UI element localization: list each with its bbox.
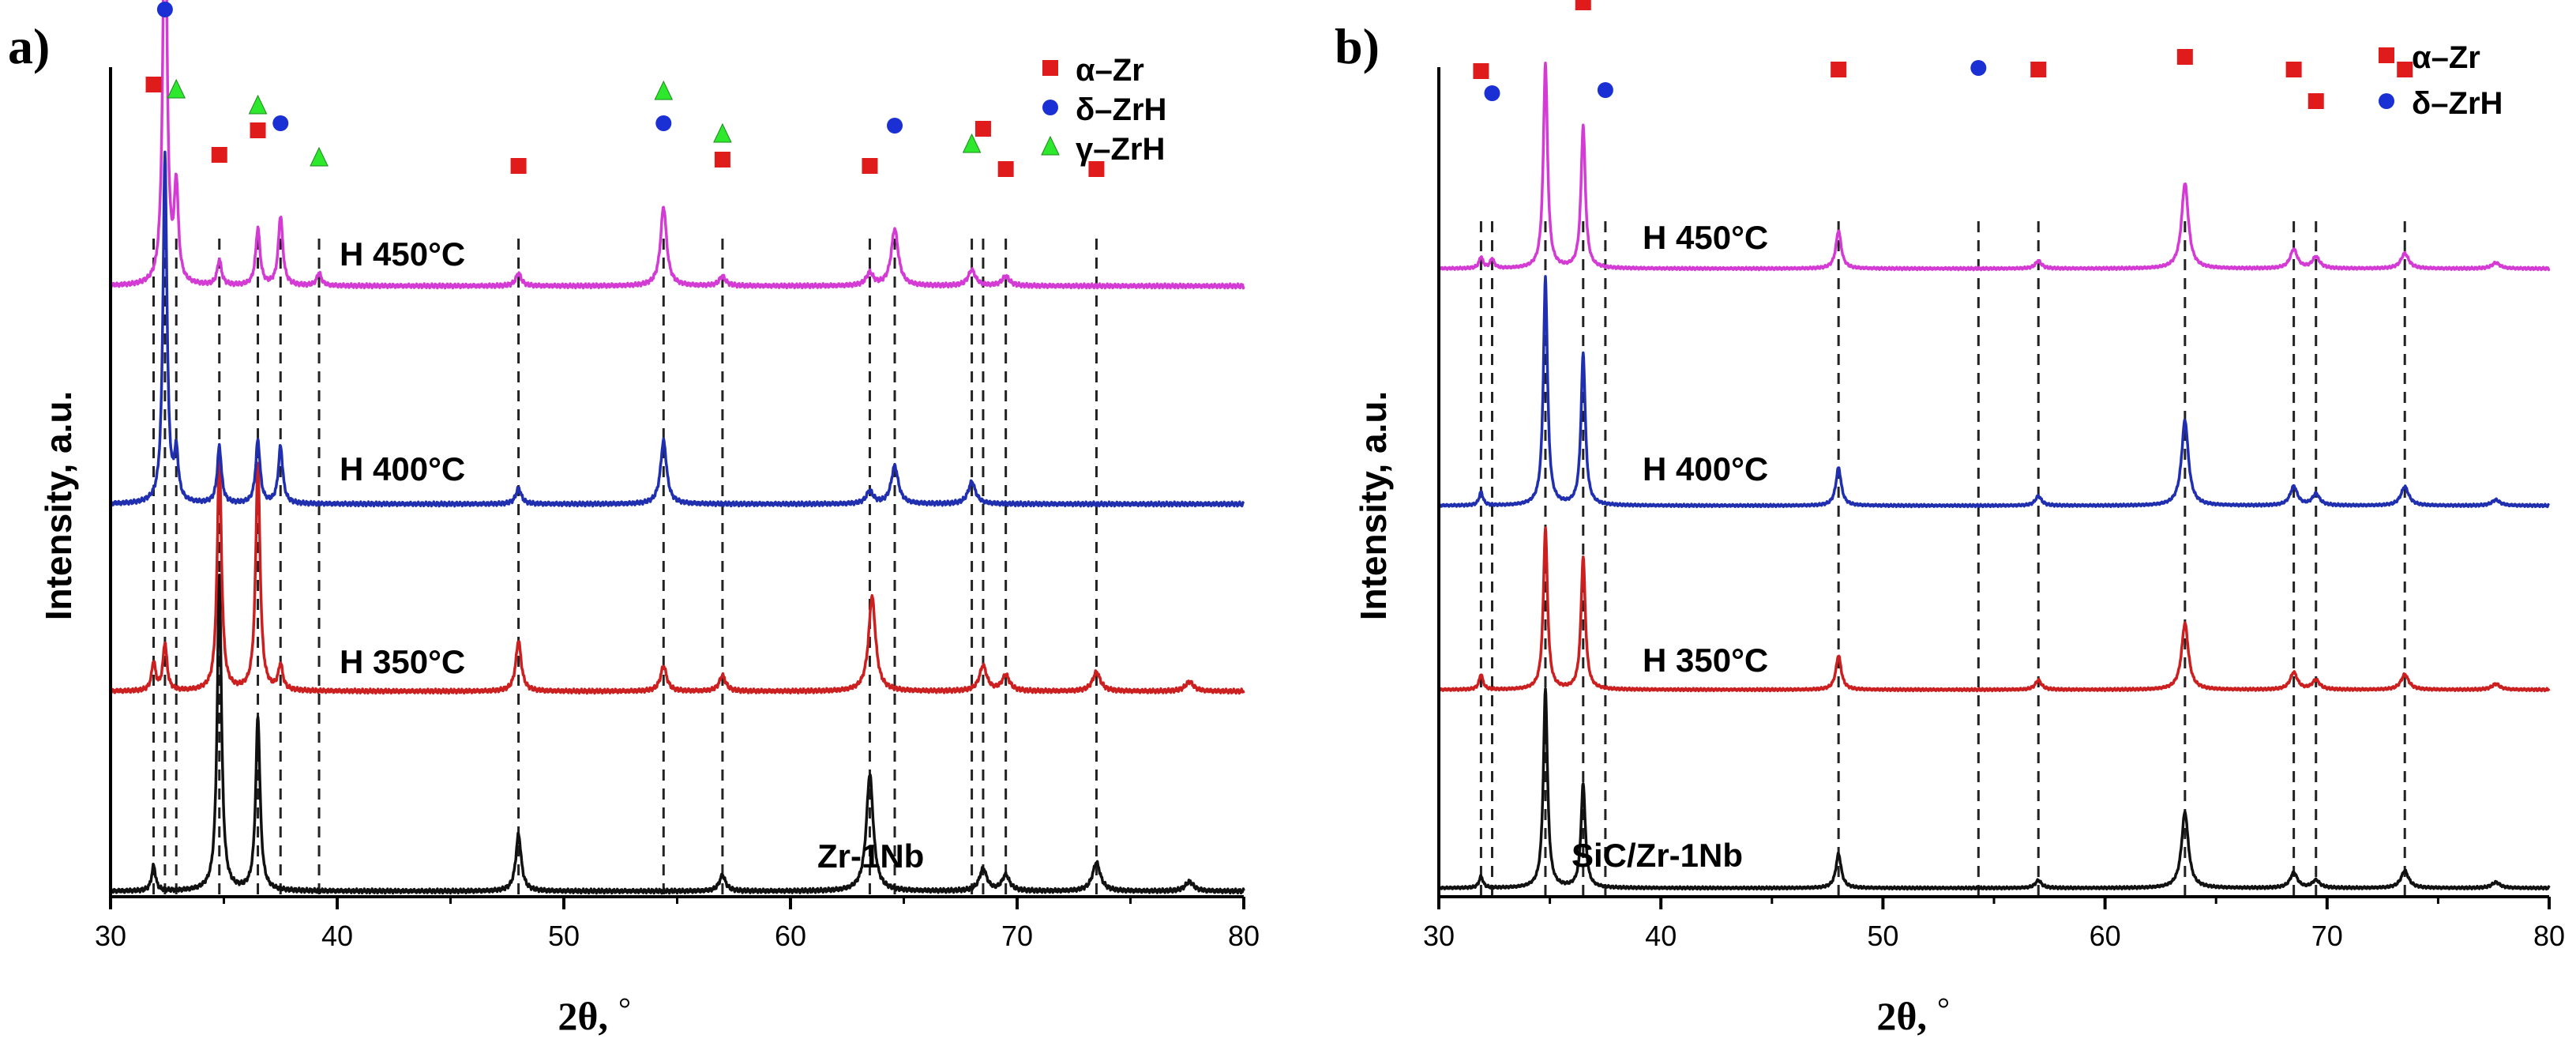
phase-marker-square [2397, 62, 2413, 77]
panel-b-curves [1437, 61, 2551, 891]
panel-a-label: a) [8, 18, 50, 74]
legend-marker-square [2379, 47, 2394, 63]
phase-marker-circle [156, 2, 173, 17]
panel-a-legend: α–Zr δ–ZrH γ–ZrH [1041, 53, 1166, 167]
phase-marker-square [1831, 62, 1847, 77]
phase-marker-square [714, 152, 730, 167]
legend-marker-triangle [1041, 135, 1060, 156]
phase-marker-square [211, 147, 227, 163]
panel-b-reference-lines [1479, 221, 2406, 897]
series-label: H 450°C [1643, 219, 1768, 256]
panel-a-phase-markers [145, 2, 1105, 177]
phase-marker-circle [1597, 82, 1613, 98]
phase-marker-square [2030, 62, 2047, 77]
series-h-350-c [1437, 526, 2551, 693]
panel-b-legend: α–Zr δ–ZrH [2379, 40, 2503, 121]
legend-marker-square [1042, 60, 1058, 76]
legend-marker-circle [1042, 100, 1058, 115]
panel-b-phase-markers [1473, 0, 2413, 109]
series-h-450-c [1437, 61, 2551, 272]
phase-marker-square [1088, 161, 1105, 177]
series-label: H 400°C [1643, 450, 1768, 487]
x-tick-label: 30 [95, 920, 126, 952]
series-label: H 350°C [340, 643, 465, 680]
panel-a-reference-lines [152, 239, 1098, 897]
x-tick-label: 70 [2311, 920, 2343, 952]
phase-marker-square [145, 77, 162, 92]
phase-marker-triangle [248, 94, 268, 115]
phase-marker-circle [887, 118, 903, 134]
phase-marker-square [2285, 62, 2302, 77]
x-tick-label: 70 [1001, 920, 1033, 952]
series-label: H 350°C [1643, 642, 1768, 679]
x-tick-label: 30 [1423, 920, 1455, 952]
phase-marker-square [997, 161, 1014, 177]
legend-label: δ–ZrH [2412, 86, 2503, 121]
panel-a-xlabel-unit: ° [618, 991, 631, 1026]
panel-b-label: b) [1335, 18, 1380, 74]
x-tick-label: 60 [2090, 920, 2121, 952]
phase-marker-square [1575, 0, 1591, 10]
phase-marker-triangle [713, 122, 732, 143]
panel-b: b) Intensity, a.u. 2θ, ° 30 40 50 60 70 80 α–… [1335, 0, 2565, 1038]
series-sic-zr-1nb [1437, 687, 2551, 891]
phase-marker-triangle [167, 78, 186, 99]
series-zr-1nb [109, 573, 1245, 895]
phase-marker-square [2176, 49, 2193, 65]
x-tick-label: 80 [2533, 920, 2565, 952]
series-label: Zr-1Nb [817, 837, 924, 875]
series-h-350-c [109, 451, 1245, 695]
phase-marker-triangle [962, 133, 982, 153]
series-label: SiC/Zr-1Nb [1572, 837, 1743, 874]
phase-marker-square [862, 158, 878, 174]
phase-marker-square [2308, 93, 2324, 109]
phase-marker-square [510, 158, 527, 174]
series-h-400-c [109, 150, 1245, 508]
panel-a-ylabel: Intensity, a.u. [38, 391, 79, 621]
x-tick-label: 80 [1228, 920, 1260, 952]
panel-b-x-ticks: 30 40 50 60 70 80 [1423, 897, 2565, 952]
phase-marker-triangle [310, 146, 329, 167]
legend-label: α–Zr [2412, 40, 2480, 75]
legend-label: α–Zr [1076, 53, 1144, 88]
phase-marker-circle [272, 115, 289, 131]
panel-a-xlabel: 2θ, [558, 994, 608, 1038]
panel-b-series-labels: SiC/Zr-1Nb H 350°C H 400°C H 450°C [1572, 219, 1768, 874]
series-label: H 400°C [340, 450, 465, 487]
legend-marker-circle [2379, 93, 2394, 109]
phase-marker-square [1473, 63, 1489, 79]
panel-b-ylabel: Intensity, a.u. [1353, 391, 1394, 621]
x-tick-label: 40 [1645, 920, 1677, 952]
phase-marker-circle [1484, 85, 1500, 101]
panel-a-x-ticks: 30 40 50 60 70 80 [95, 897, 1260, 952]
x-tick-label: 50 [1867, 920, 1898, 952]
series-h-400-c [1437, 275, 2551, 509]
panel-b-xlabel: 2θ, [1876, 994, 1927, 1038]
phase-marker-square [250, 122, 266, 138]
legend-label: δ–ZrH [1076, 92, 1166, 127]
x-tick-label: 50 [548, 920, 580, 952]
phase-marker-circle [1970, 60, 1987, 76]
phase-marker-circle [655, 115, 672, 131]
legend-label: γ–ZrH [1076, 132, 1165, 167]
series-h-450-c [109, 0, 1245, 290]
phase-marker-square [974, 121, 991, 137]
panel-a-curves [109, 0, 1245, 895]
panel-a: a) Intensity, a.u. 2θ, ° 30 40 50 60 70 80 α–… [8, 0, 1260, 1038]
panel-a-series-labels: Zr-1Nb H 350°C H 400°C H 450°C [340, 235, 924, 875]
x-tick-label: 60 [775, 920, 806, 952]
panel-b-xlabel-unit: ° [1937, 991, 1950, 1026]
phase-marker-triangle [654, 80, 674, 100]
series-label: H 450°C [340, 235, 465, 273]
x-tick-label: 40 [321, 920, 353, 952]
